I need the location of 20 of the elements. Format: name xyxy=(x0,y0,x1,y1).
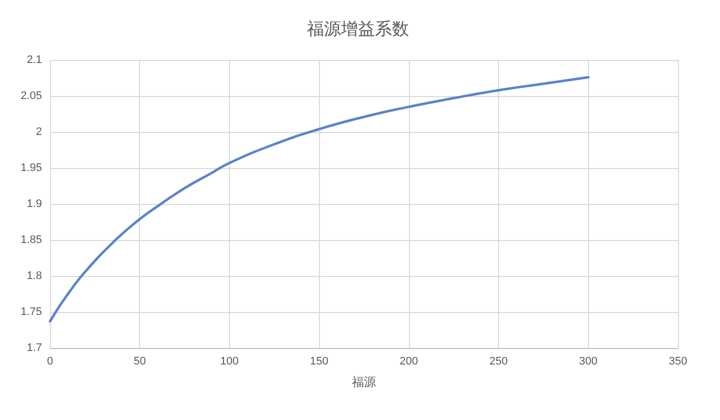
y-tick-label: 2 xyxy=(36,126,42,138)
y-tick-label: 1.8 xyxy=(26,270,42,282)
x-tick-label: 150 xyxy=(310,356,328,368)
y-tick-label: 1.9 xyxy=(26,198,42,210)
y-tick-label: 1.75 xyxy=(20,306,42,318)
y-tick-label: 1.7 xyxy=(26,342,42,354)
y-tick-label: 2.1 xyxy=(26,54,42,66)
x-tick-label: 50 xyxy=(134,356,146,368)
x-tick-label: 100 xyxy=(220,356,239,368)
y-tick-label: 1.85 xyxy=(20,234,42,246)
x-tick-label: 250 xyxy=(489,356,508,368)
x-axis-title: 福源 xyxy=(352,375,376,389)
x-tick-label: 300 xyxy=(579,356,598,368)
y-tick-label: 1.95 xyxy=(20,162,42,174)
chart-title: 福源增益系数 xyxy=(307,20,409,40)
x-tick-label: 0 xyxy=(46,356,54,368)
line-series xyxy=(48,76,590,323)
x-tick-label: 200 xyxy=(400,356,418,368)
y-tick-label: 2.05 xyxy=(20,90,42,102)
x-tick-label: 350 xyxy=(668,356,688,368)
